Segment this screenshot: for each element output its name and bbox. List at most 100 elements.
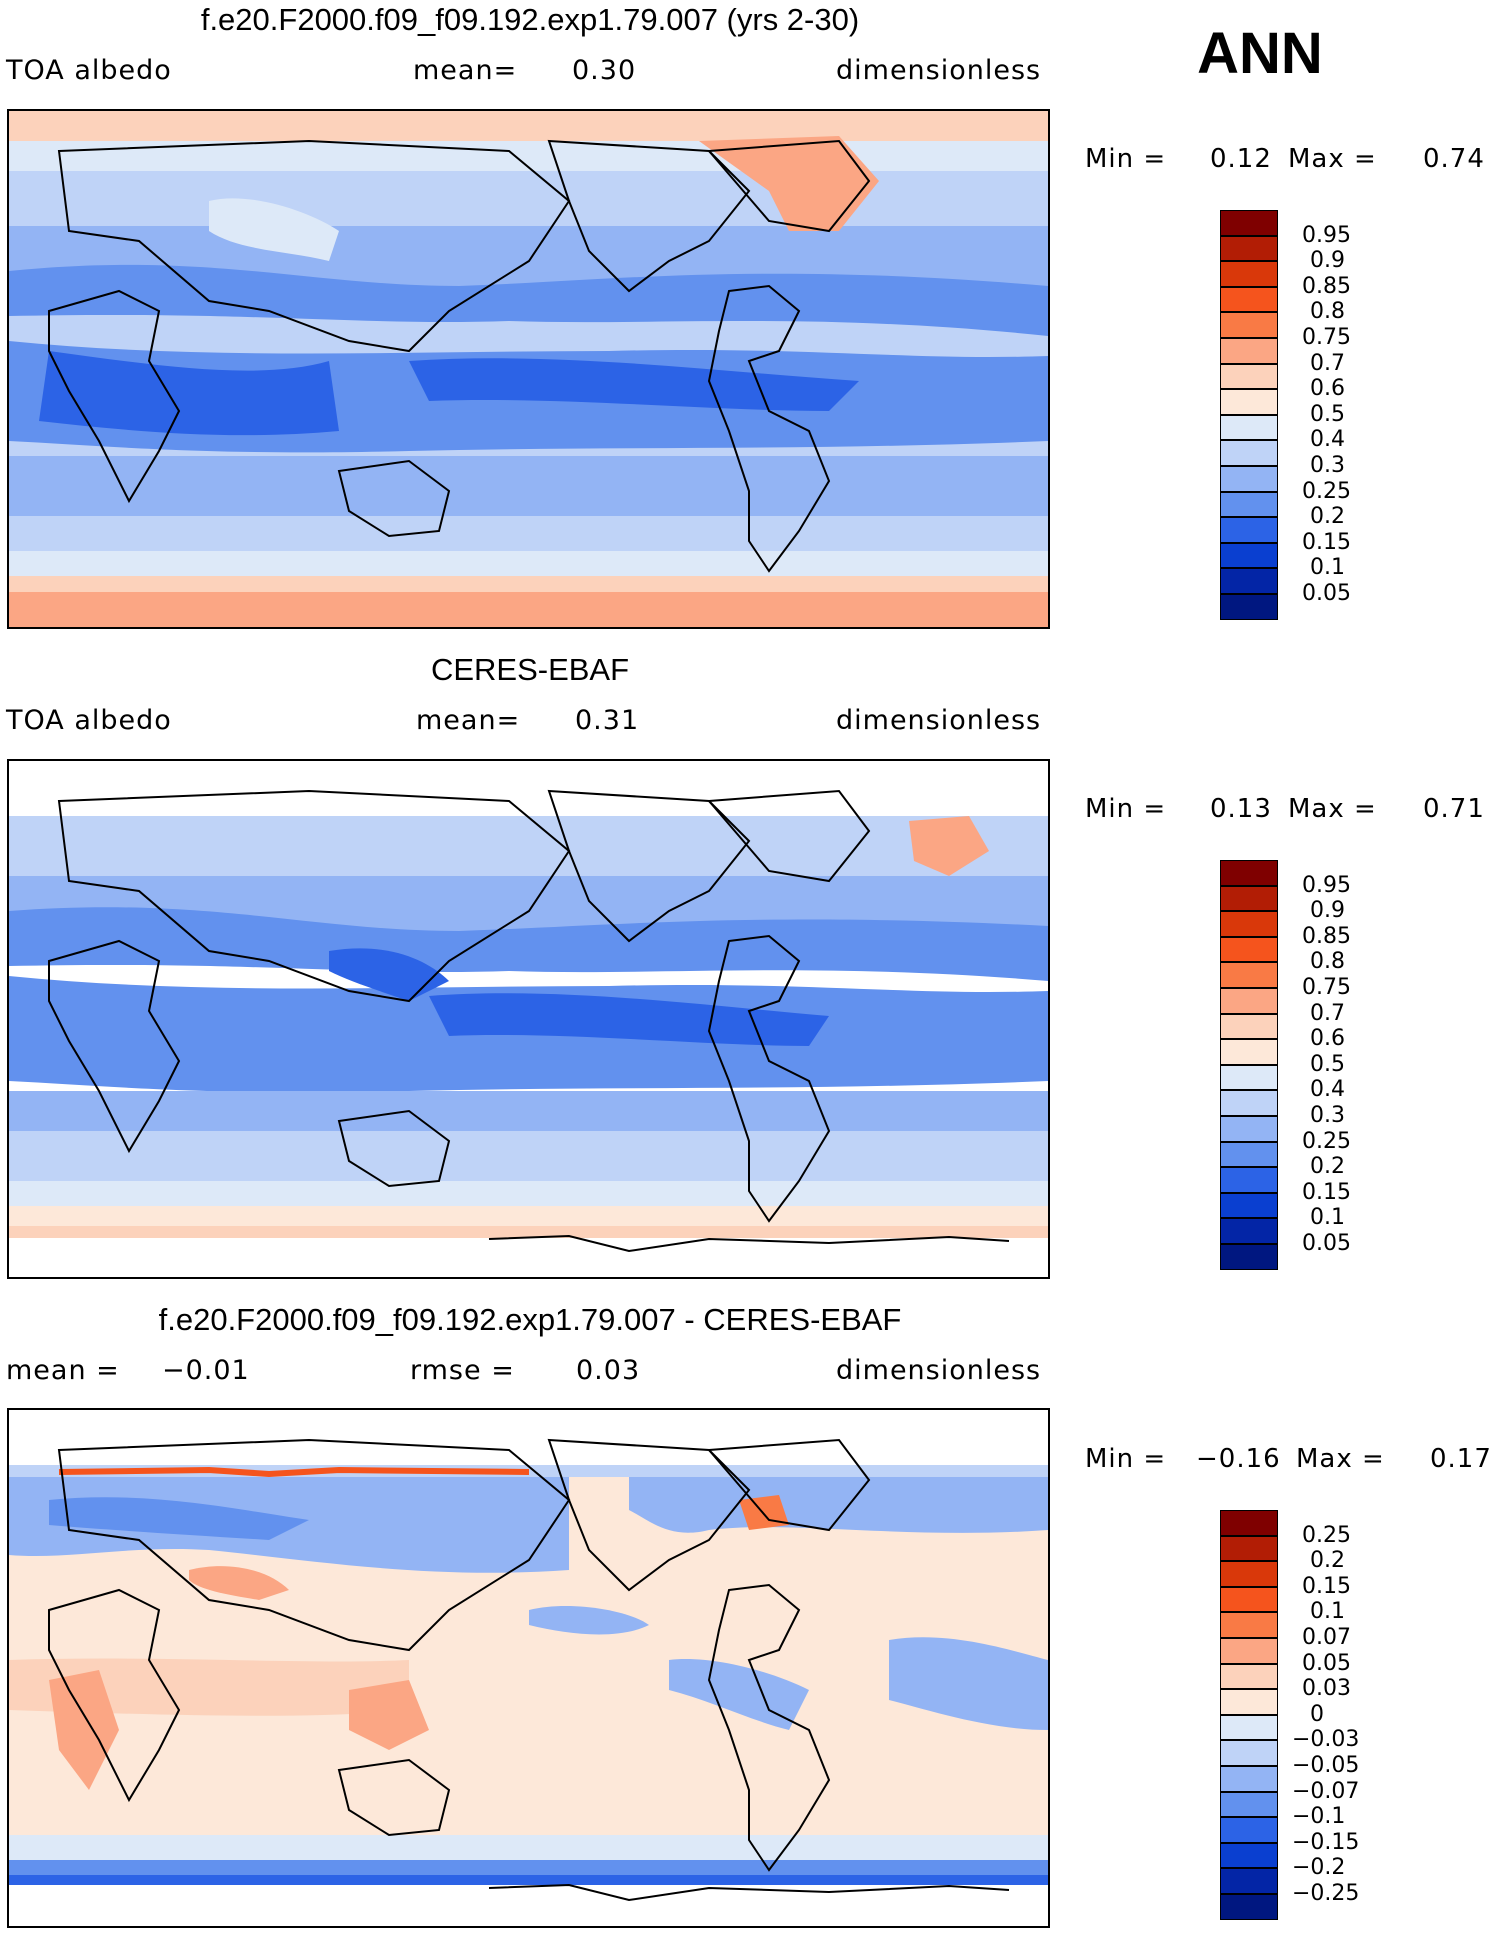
colorbar-swatch [1220,568,1278,594]
colorbar-tick-label: 0.2 [1310,504,1345,530]
panel-2-mean-value: 0.31 [575,705,640,736]
panel-3-map [7,1408,1050,1928]
panel-3-colorbar: 0.25 0.2 0.15 0.1 0.07 0.05 0.03 0 −0.03 −0.05 −0.… [1220,1510,1359,1920]
colorbar-tick-label: 0.95 [1302,872,1351,898]
season-label: ANN [1197,21,1323,86]
colorbar-swatch [1220,338,1278,364]
colorbar-swatch [1220,1612,1278,1638]
colorbar-swatch [1220,1842,1278,1869]
colorbar-tick-label: −0.25 [1292,1881,1360,1906]
colorbar-tick-label: 0.85 [1302,923,1351,949]
colorbar-swatch [1220,1218,1278,1244]
colorbar-swatch [1220,466,1278,492]
colorbar-swatch [1220,1740,1278,1766]
colorbar-swatch [1220,363,1278,390]
colorbar-tick-label: 0.6 [1310,1026,1345,1052]
colorbar-tick-label: 0.5 [1310,1051,1345,1077]
panel-2-max-label: Max = [1288,794,1377,824]
colorbar-swatch [1220,542,1278,569]
colorbar-swatch [1220,1817,1278,1843]
panel-2-min-label: Min = [1085,794,1167,824]
colorbar-swatch [1220,988,1278,1014]
panel-2-units: dimensionless [836,705,1042,736]
panel-3-map-field [9,1410,1048,1926]
colorbar-tick-label: 0.1 [1310,1599,1345,1625]
colorbar-tick-label: 0.75 [1302,975,1351,1000]
colorbar-tick-label: 0.2 [1310,1548,1345,1574]
panel-3-title: f.e20.F2000.f09_f09.192.exp1.79.007 - CE… [158,1302,902,1337]
panel-2-title: CERES-EBAF [430,652,630,687]
colorbar-tick-label: 0.1 [1310,555,1345,581]
colorbar-tick-label: 0.3 [1310,1103,1345,1128]
colorbar-swatch [1220,312,1278,338]
colorbar-swatch [1220,1894,1278,1920]
panel-2-colorbar: 0.95 0.9 0.85 0.8 0.75 0.7 0.6 0.5 0.4 0.3 0.25 0.2… [1220,860,1351,1270]
panel-2-max-value: 0.71 [1423,794,1485,824]
colorbar-swatch [1220,261,1278,287]
colorbar-tick-label: −0.07 [1292,1778,1360,1804]
colorbar-swatch [1220,1116,1278,1142]
colorbar-swatch [1220,1791,1278,1818]
colorbar-swatch [1220,414,1278,441]
colorbar-tick-label: 0.05 [1302,1231,1351,1256]
colorbar-tick-label: 0.05 [1302,1650,1351,1676]
colorbar-swatch [1220,1561,1278,1587]
colorbar-tick-label: 0.7 [1310,1000,1345,1026]
panel-2-min-value: 0.13 [1210,794,1272,824]
panel-1-variable-label: TOA albedo [6,55,172,86]
colorbar-swatch [1220,594,1278,620]
panel-1-min-label: Min = [1085,144,1167,174]
colorbar-tick-label: 0.6 [1310,376,1345,402]
colorbar-tick-label: 0.2 [1310,1154,1345,1180]
colorbar-swatch [1220,860,1278,886]
colorbar-swatch [1220,491,1278,518]
colorbar-swatch [1220,1689,1278,1715]
colorbar-tick-label: 0.8 [1310,949,1345,975]
colorbar-tick-label: 0.8 [1310,299,1345,325]
colorbar-swatch [1220,1766,1278,1792]
colorbar-swatch [1220,1090,1278,1116]
colorbar-swatch [1220,885,1278,912]
panel-3-rmse-label: rmse = [410,1355,515,1386]
panel-3-min-value: −0.16 [1196,1444,1281,1474]
colorbar-tick-label: −0.05 [1292,1753,1360,1778]
colorbar-swatch [1220,286,1278,313]
panel-1-mean-label: mean= [413,55,518,86]
colorbar-tick-label: 0.25 [1302,478,1351,504]
colorbar-swatch [1220,962,1278,988]
colorbar-swatch [1220,210,1278,236]
colorbar-tick-label: 0.3 [1310,453,1345,478]
colorbar-tick-label: −0.03 [1292,1727,1360,1753]
colorbar-swatch [1220,1244,1278,1270]
colorbar-tick-label: 0.9 [1310,248,1345,274]
colorbar-tick-label: 0.07 [1302,1625,1351,1650]
colorbar-swatch [1220,1535,1278,1562]
panel-1-min-value: 0.12 [1210,144,1272,174]
colorbar-tick-label: 0 [1310,1701,1324,1727]
colorbar-swatch [1220,1638,1278,1664]
colorbar-swatch [1220,389,1278,415]
colorbar-tick-label: −0.1 [1292,1804,1346,1830]
colorbar-swatch [1220,1167,1278,1193]
panel-3-max-value: 0.17 [1430,1444,1492,1474]
colorbar-swatch [1220,1141,1278,1168]
panel-1-units: dimensionless [836,55,1042,86]
panel-2-map [7,759,1050,1279]
panel-3-max-label: Max = [1296,1444,1385,1474]
colorbar-swatch [1220,517,1278,543]
colorbar-tick-label: 0.7 [1310,350,1345,376]
colorbar-tick-label: 0.75 [1302,325,1351,350]
panel-1-colorbar: 0.95 0.9 0.85 0.8 0.75 0.7 0.6 0.5 0.4 0.3 0.25 0.2… [1220,210,1351,620]
colorbar-tick-label: 0.4 [1310,1077,1345,1103]
colorbar-swatch [1220,936,1278,963]
panel-1-max-label: Max = [1288,144,1377,174]
panel-2-variable-label: TOA albedo [6,705,172,736]
colorbar-swatch [1220,1663,1278,1690]
colorbar-tick-label: 0.15 [1302,1573,1351,1599]
colorbar-tick-label: 0.15 [1302,529,1351,555]
colorbar-tick-label: 0.85 [1302,273,1351,299]
colorbar-swatch [1220,1064,1278,1091]
colorbar-swatch [1220,235,1278,262]
panel-2-map-field [9,761,1048,1277]
colorbar-tick-label: 0.25 [1302,1522,1351,1548]
